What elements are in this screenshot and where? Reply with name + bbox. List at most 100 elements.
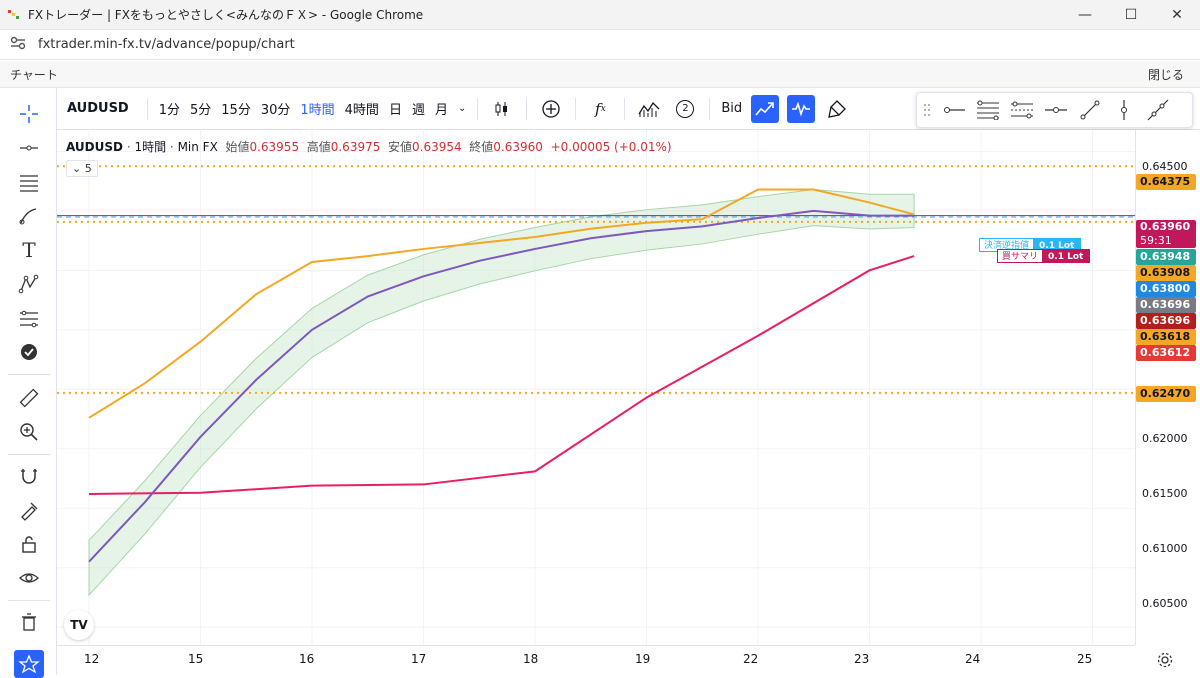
buy-summary-label[interactable]: 買サマリ 0.1 Lot xyxy=(997,249,1091,263)
legend-interval: 1時間 xyxy=(134,140,167,154)
toolbar-divider xyxy=(146,97,148,120)
minimize-icon[interactable]: — xyxy=(1078,6,1092,23)
ichimoku-cloud xyxy=(88,188,915,597)
prediction-icon[interactable] xyxy=(12,304,46,332)
chart-settings-gear-icon[interactable] xyxy=(1150,648,1180,672)
timeframe-4h[interactable]: 4時間 xyxy=(344,103,379,118)
current-price-tag: 0.63960 59:31 xyxy=(1136,220,1196,248)
toolbar-divider xyxy=(624,97,626,120)
address-bar[interactable]: fxtrader.min-fx.tv/advance/popup/chart xyxy=(0,30,1200,60)
horizontal-ray-icon[interactable] xyxy=(937,94,971,126)
timeframe-5m[interactable]: 5分 xyxy=(190,103,212,118)
level-price-tag: 0.63908 xyxy=(1136,265,1196,281)
fib-levels-icon[interactable] xyxy=(971,94,1005,126)
time-label: 22 xyxy=(743,652,759,666)
buy-summary-lot: 0.1 Lot xyxy=(1042,250,1090,262)
toolbar-divider xyxy=(575,97,577,120)
legend-collapsed-count: 5 xyxy=(84,162,92,175)
parallel-channel-icon[interactable] xyxy=(1005,94,1039,126)
browser-titlebar: FXトレーダー | FXをもっとやさしく<みんなのＦＸ> - Google Ch… xyxy=(0,0,1200,30)
toolbar-divider xyxy=(477,97,479,120)
toolbar-divider xyxy=(709,97,711,120)
drawing-toolbar: T xyxy=(0,88,57,678)
tradingview-logo[interactable]: TV xyxy=(64,610,94,640)
ma-price-tag: 0.63948 xyxy=(1136,249,1196,265)
maximize-icon[interactable]: ☐ xyxy=(1124,6,1138,23)
toolbar-divider xyxy=(526,97,528,120)
price-tick: 0.64500 xyxy=(1142,160,1188,173)
favorites-check-icon[interactable] xyxy=(12,338,46,366)
indicator-price-tag: 0.63618 xyxy=(1136,329,1196,345)
toolbar-divider xyxy=(8,600,50,601)
chart-pane[interactable] xyxy=(57,130,1135,645)
legend-symbol: AUDUSD xyxy=(66,140,123,154)
price-chart[interactable] xyxy=(57,130,1135,645)
vertical-line-icon[interactable] xyxy=(1107,94,1141,126)
compare-add-icon[interactable] xyxy=(537,95,565,123)
timeframe-1h[interactable]: 1時間 xyxy=(300,103,335,118)
site-favicon-icon xyxy=(6,7,22,23)
current-price-value: 0.63960 xyxy=(1140,220,1191,233)
timeframe-day[interactable]: 日 xyxy=(388,103,402,118)
toolbar-divider xyxy=(8,454,50,455)
indicator-count-badge[interactable]: 2 xyxy=(671,95,699,123)
timeframe-dropdown-chevron-icon[interactable]: ⌄ xyxy=(457,103,467,114)
timeframe-month[interactable]: 月 xyxy=(434,103,448,118)
time-label: 24 xyxy=(965,652,981,666)
indicator-templates-icon[interactable] xyxy=(635,95,663,123)
horizontal-line-icon[interactable] xyxy=(1039,94,1073,126)
indicator-price-tag: 0.63696 xyxy=(1136,313,1196,329)
timeframe-15m[interactable]: 15分 xyxy=(221,103,251,118)
zoom-in-icon[interactable] xyxy=(12,418,46,446)
close-window-icon[interactable]: ✕ xyxy=(1171,6,1183,23)
site-settings-icon[interactable] xyxy=(10,36,26,54)
lock-icon[interactable] xyxy=(12,530,46,558)
trash-icon[interactable] xyxy=(12,608,46,636)
brush-icon[interactable] xyxy=(12,202,46,230)
buy-summary-text: 買サマリ xyxy=(998,250,1043,262)
drawing-shortcuts-panel xyxy=(916,92,1193,128)
candle-type-icon[interactable] xyxy=(488,95,516,123)
close-button[interactable]: 閉じる xyxy=(1147,67,1184,82)
pulse-chart-icon[interactable] xyxy=(787,94,816,123)
moving-average-line xyxy=(88,188,915,419)
stop-order-lot: 0.1 Lot xyxy=(1033,239,1081,251)
low-label: 安値 xyxy=(388,140,413,154)
trendline-icon[interactable] xyxy=(1073,94,1107,126)
timeframe-30m[interactable]: 30分 xyxy=(260,103,291,118)
legend-collapse-toggle[interactable]: ⌄ 5 xyxy=(66,160,98,177)
app-title: チャート xyxy=(10,67,58,82)
stop-order-text: 決済逆指値 xyxy=(980,239,1034,251)
pattern-icon[interactable] xyxy=(12,270,46,298)
visibility-eye-icon[interactable] xyxy=(12,564,46,592)
time-label: 23 xyxy=(854,652,870,666)
timeframe-1m[interactable]: 1分 xyxy=(158,103,180,118)
extended-line-icon[interactable] xyxy=(1141,94,1175,126)
trend-line-icon[interactable] xyxy=(12,134,46,162)
text-tool-icon[interactable]: T xyxy=(22,238,36,262)
price-tick: 0.61500 xyxy=(1142,487,1188,500)
ruler-icon[interactable] xyxy=(12,384,46,412)
change-value: +0.00005 (+0.01%) xyxy=(550,140,672,154)
trend-chart-icon[interactable] xyxy=(751,94,780,123)
indicator-price-tag: 0.63800 xyxy=(1136,281,1196,297)
stay-drawing-icon[interactable] xyxy=(12,496,46,524)
time-label: 12 xyxy=(84,652,100,666)
price-type-toggle[interactable]: Bid xyxy=(721,101,743,116)
symbol-selector[interactable]: AUDUSD xyxy=(67,101,129,116)
bar-countdown: 59:31 xyxy=(1140,234,1172,247)
drag-handle-icon[interactable] xyxy=(917,94,937,126)
url-text[interactable]: fxtrader.min-fx.tv/advance/popup/chart xyxy=(38,37,295,52)
crosshair-icon[interactable] xyxy=(12,100,46,128)
time-label: 15 xyxy=(188,652,204,666)
star-icon[interactable] xyxy=(14,650,44,678)
price-axis[interactable]: 0.64500 0.62000 0.61500 0.61000 0.60500 … xyxy=(1135,130,1200,645)
indicator-price-tag: 0.63696 xyxy=(1136,297,1196,313)
close-value: 0.63960 xyxy=(493,140,543,154)
clear-drawings-brush-icon[interactable] xyxy=(823,95,851,123)
magnet-icon[interactable] xyxy=(12,462,46,490)
fib-retracement-icon[interactable] xyxy=(12,168,46,196)
timeframe-week[interactable]: 週 xyxy=(411,103,425,118)
time-axis[interactable]: 12 15 16 17 18 19 22 23 24 25 xyxy=(57,645,1135,675)
